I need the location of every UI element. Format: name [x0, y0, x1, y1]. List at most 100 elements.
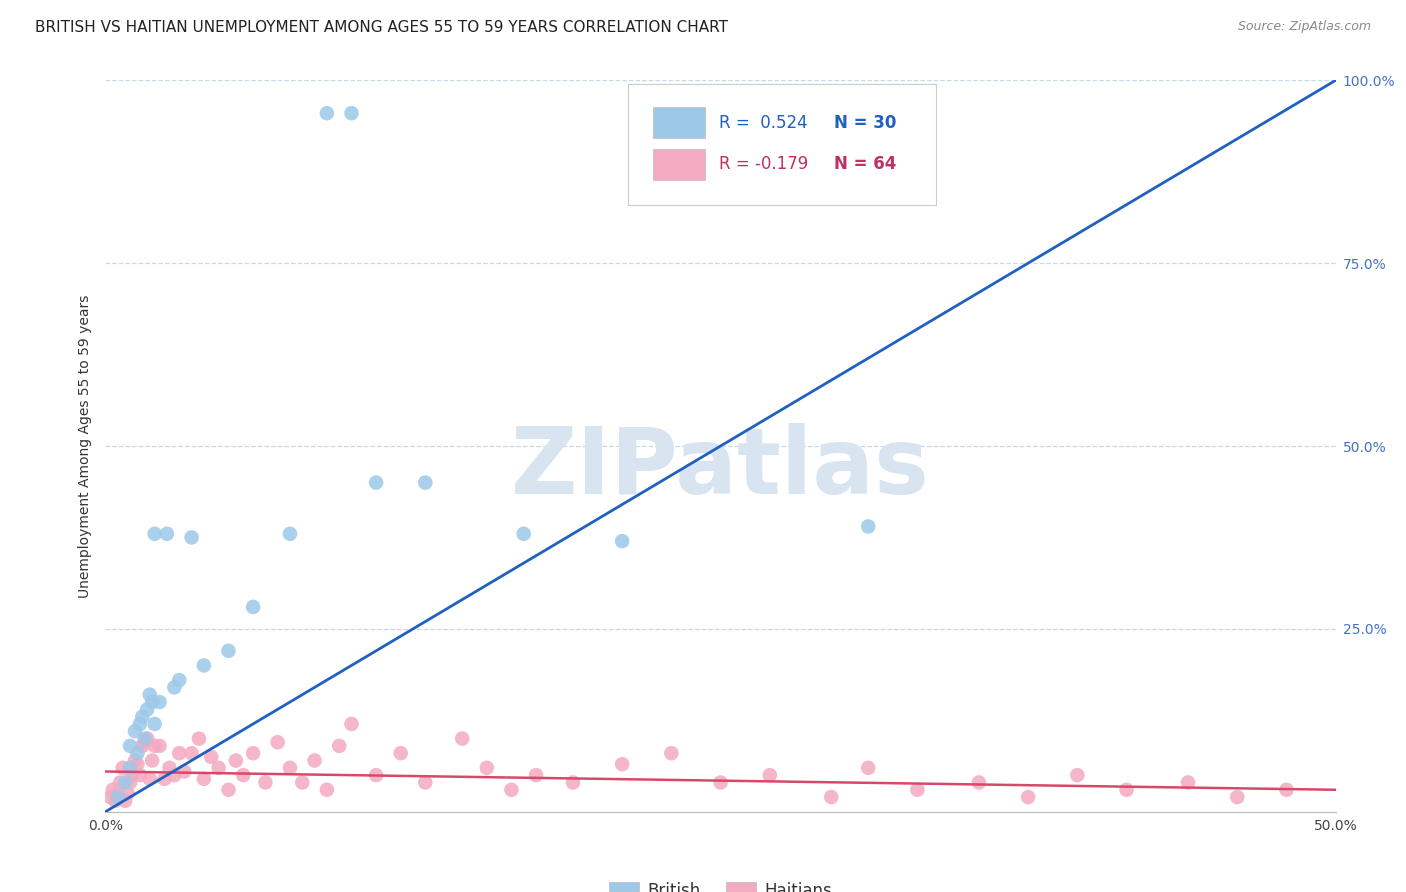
Point: [820, 790, 842, 805]
Point: [967, 775, 990, 789]
Text: BRITISH VS HAITIAN UNEMPLOYMENT AMONG AGES 55 TO 59 YEARS CORRELATION CHART: BRITISH VS HAITIAN UNEMPLOYMENT AMONG AG…: [35, 20, 728, 35]
Point: [304, 754, 326, 768]
Point: [159, 761, 180, 775]
Point: [114, 775, 136, 789]
FancyBboxPatch shape: [652, 107, 704, 138]
Point: [200, 749, 222, 764]
FancyBboxPatch shape: [652, 149, 704, 180]
Point: [366, 768, 388, 782]
Point: [180, 746, 202, 760]
Point: [111, 761, 134, 775]
Point: [858, 519, 880, 533]
Point: [661, 746, 683, 760]
Point: [1177, 775, 1199, 789]
Point: [180, 530, 202, 544]
Point: [127, 757, 149, 772]
Text: ZIPatlas: ZIPatlas: [512, 423, 929, 513]
Point: [267, 735, 290, 749]
Point: [315, 106, 337, 120]
Point: [524, 768, 547, 782]
Point: [163, 768, 186, 782]
Point: [138, 688, 162, 702]
Point: [475, 761, 498, 775]
Point: [1115, 782, 1137, 797]
Point: [120, 761, 141, 775]
Point: [710, 775, 733, 789]
Point: [562, 775, 585, 789]
Point: [141, 754, 163, 768]
Point: [254, 775, 277, 789]
Point: [114, 794, 136, 808]
Point: [501, 782, 523, 797]
Point: [907, 782, 929, 797]
Point: [451, 731, 474, 746]
Point: [110, 775, 132, 789]
Point: [232, 768, 254, 782]
Text: Source: ZipAtlas.com: Source: ZipAtlas.com: [1237, 20, 1371, 33]
Point: [340, 717, 363, 731]
Point: [149, 695, 172, 709]
Text: N = 30: N = 30: [834, 113, 896, 132]
Point: [124, 724, 146, 739]
Point: [242, 599, 264, 614]
Point: [1275, 782, 1298, 797]
Point: [98, 790, 122, 805]
Point: [127, 746, 149, 760]
Point: [141, 695, 163, 709]
Point: [121, 768, 143, 782]
Point: [315, 782, 337, 797]
Point: [134, 731, 156, 746]
Point: [129, 768, 152, 782]
Point: [278, 526, 301, 541]
Point: [413, 475, 436, 490]
Point: [610, 757, 633, 772]
Point: [188, 731, 211, 746]
Point: [143, 739, 166, 753]
Point: [169, 673, 191, 687]
Point: [163, 681, 186, 695]
Text: R =  0.524: R = 0.524: [720, 113, 808, 132]
Point: [218, 644, 240, 658]
FancyBboxPatch shape: [628, 84, 936, 204]
Point: [143, 526, 166, 541]
Point: [366, 475, 388, 490]
Point: [107, 790, 129, 805]
Point: [173, 764, 195, 779]
Point: [120, 739, 141, 753]
Point: [193, 658, 215, 673]
Point: [117, 787, 139, 801]
Point: [610, 534, 633, 549]
Point: [169, 746, 191, 760]
Point: [138, 772, 162, 786]
Point: [278, 761, 301, 775]
Point: [124, 754, 146, 768]
Point: [340, 106, 363, 120]
Point: [131, 709, 153, 723]
Point: [218, 782, 240, 797]
Point: [134, 735, 156, 749]
Text: N = 64: N = 64: [834, 155, 896, 173]
Point: [149, 739, 172, 753]
Point: [153, 772, 176, 786]
Point: [131, 739, 153, 753]
Y-axis label: Unemployment Among Ages 55 to 59 years: Unemployment Among Ages 55 to 59 years: [77, 294, 91, 598]
Point: [208, 761, 231, 775]
Point: [242, 746, 264, 760]
Point: [104, 794, 127, 808]
Point: [413, 775, 436, 789]
Point: [513, 526, 536, 541]
Point: [193, 772, 215, 786]
Point: [328, 739, 350, 753]
Point: [107, 787, 129, 801]
Point: [136, 731, 159, 746]
Point: [858, 761, 880, 775]
Point: [156, 526, 179, 541]
Point: [1017, 790, 1039, 805]
Point: [101, 782, 124, 797]
Text: R = -0.179: R = -0.179: [720, 155, 808, 173]
Point: [389, 746, 412, 760]
Point: [291, 775, 314, 789]
Point: [136, 702, 159, 716]
Legend: British, Haitians: British, Haitians: [603, 875, 838, 892]
Point: [759, 768, 782, 782]
